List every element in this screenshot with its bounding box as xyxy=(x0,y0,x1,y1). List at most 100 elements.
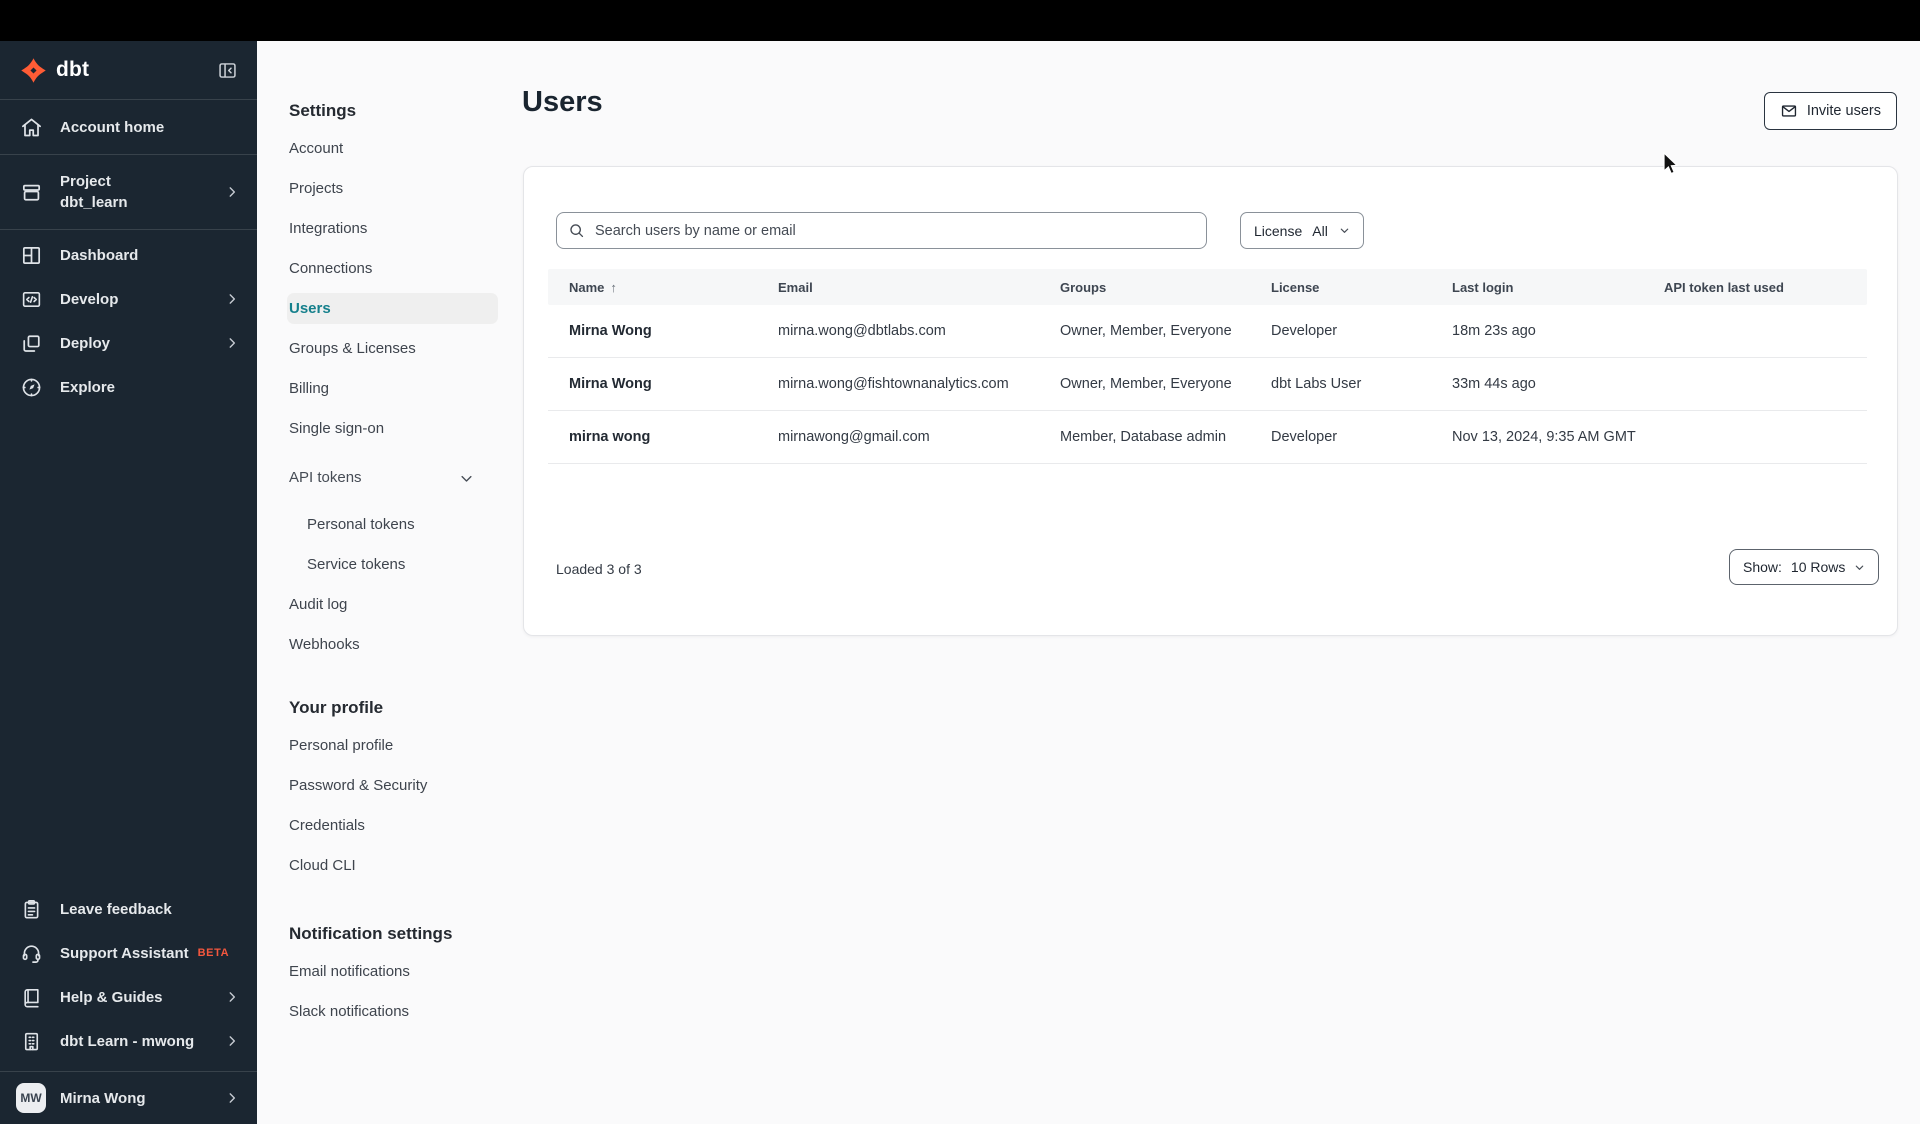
dbt-logo-icon xyxy=(21,57,46,83)
settings-item-api-tokens[interactable]: API tokens xyxy=(287,458,498,498)
sidebar-item-label: Project xyxy=(60,172,111,190)
cell-license: dbt Labs User xyxy=(1271,376,1362,392)
column-header-last-login[interactable]: Last login xyxy=(1452,279,1514,295)
notification-settings-heading: Notification settings xyxy=(289,924,453,943)
develop-code-icon xyxy=(20,288,43,311)
chevron-right-icon xyxy=(225,185,239,199)
chevron-right-icon xyxy=(225,990,239,1004)
chevron-right-icon xyxy=(225,1034,239,1048)
settings-item-integrations[interactable]: Integrations xyxy=(289,220,368,237)
settings-item-credentials[interactable]: Credentials xyxy=(289,817,365,834)
settings-item-cloud-cli[interactable]: Cloud CLI xyxy=(289,857,356,874)
settings-item-service-tokens[interactable]: Service tokens xyxy=(307,556,406,573)
invite-users-button[interactable]: Invite users xyxy=(1763,92,1897,130)
sidebar-item-label: Leave feedback xyxy=(60,900,172,918)
settings-item-personal-tokens[interactable]: Personal tokens xyxy=(307,516,415,533)
user-menu[interactable]: MW Mirna Wong xyxy=(0,1072,257,1124)
sidebar-item-deploy[interactable]: Deploy xyxy=(0,321,257,365)
column-header-email[interactable]: Email xyxy=(778,279,813,295)
settings-item-webhooks[interactable]: Webhooks xyxy=(289,636,360,653)
beta-badge: BETA xyxy=(197,947,230,959)
cell-name: Mirna Wong xyxy=(569,323,652,339)
chevron-right-icon xyxy=(225,1091,239,1105)
column-header-api-token[interactable]: API token last used xyxy=(1664,279,1784,295)
sidebar-item-label: Account home xyxy=(60,118,165,136)
sidebar-item-dbt-learn-account[interactable]: dbt Learn - mwong xyxy=(0,1019,257,1063)
book-icon xyxy=(20,986,43,1009)
sidebar-item-label: Support Assistant xyxy=(60,944,189,962)
settings-nav: Settings Account Projects Integrations C… xyxy=(257,41,523,1032)
sidebar-item-project[interactable]: Project dbt_learn xyxy=(0,155,257,229)
chevron-down-icon xyxy=(459,471,474,486)
table-row[interactable]: mirna wong mirnawong@gmail.com Member, D… xyxy=(548,411,1867,464)
project-icon xyxy=(20,181,43,204)
cell-license: Developer xyxy=(1271,323,1338,339)
settings-item-slack-notifications[interactable]: Slack notifications xyxy=(289,1003,410,1020)
envelope-icon xyxy=(1780,102,1798,120)
sidebar-item-support-assistant[interactable]: Support Assistant BETA xyxy=(0,931,257,975)
primary-sidebar: dbt Account home Project dbt_learn xyxy=(0,41,257,1124)
settings-item-password-security[interactable]: Password & Security xyxy=(289,777,428,794)
settings-item-projects[interactable]: Projects xyxy=(289,180,344,197)
search-icon xyxy=(568,222,585,239)
sidebar-item-account-home[interactable]: Account home xyxy=(0,100,257,154)
cell-last-login: Nov 13, 2024, 9:35 AM GMT xyxy=(1452,429,1636,445)
sidebar-item-label: Develop xyxy=(60,290,119,308)
invite-users-label: Invite users xyxy=(1806,103,1881,119)
sidebar-item-label: Help & Guides xyxy=(60,988,163,1006)
chevron-right-icon xyxy=(225,336,239,350)
license-filter-dropdown[interactable]: License All xyxy=(1240,212,1364,249)
home-icon xyxy=(20,116,43,139)
column-header-license[interactable]: License xyxy=(1271,279,1320,295)
settings-item-connections[interactable]: Connections xyxy=(289,260,373,277)
sidebar-item-explore[interactable]: Explore xyxy=(0,365,257,409)
logo-row: dbt xyxy=(0,41,257,99)
cell-email: mirna.wong@fishtownanalytics.com xyxy=(778,376,1009,392)
chevron-down-icon xyxy=(1339,225,1350,236)
column-header-name[interactable]: Name ↑ xyxy=(569,279,617,295)
rows-per-page-dropdown[interactable]: Show: 10 Rows xyxy=(1729,549,1880,585)
cell-email: mirnawong@gmail.com xyxy=(778,429,930,445)
license-filter-value: All xyxy=(1312,222,1328,239)
settings-item-account[interactable]: Account xyxy=(289,140,344,157)
divider xyxy=(0,1071,257,1072)
table-header-row: Name ↑ Email Groups License Last login AP… xyxy=(548,269,1867,305)
api-tokens-label: API tokens xyxy=(289,469,362,486)
table-row[interactable]: Mirna Wong mirna.wong@dbtlabs.com Owner,… xyxy=(548,305,1867,358)
top-black-bar xyxy=(0,0,1920,41)
table-row[interactable]: Mirna Wong mirna.wong@fishtownanalytics.… xyxy=(548,358,1867,411)
settings-item-groups-licenses[interactable]: Groups & Licenses xyxy=(289,340,416,357)
settings-item-personal-profile[interactable]: Personal profile xyxy=(289,737,394,754)
logo-text: dbt xyxy=(56,58,90,81)
license-filter-label: License xyxy=(1254,222,1303,239)
sidebar-item-leave-feedback[interactable]: Leave feedback xyxy=(0,887,257,931)
settings-item-users[interactable]: Users xyxy=(287,293,498,324)
divider xyxy=(0,229,257,230)
chevron-down-icon xyxy=(1854,562,1865,573)
settings-item-email-notifications[interactable]: Email notifications xyxy=(289,963,410,980)
sort-ascending-icon: ↑ xyxy=(610,279,617,295)
show-label: Show: xyxy=(1743,559,1782,575)
settings-item-audit-log[interactable]: Audit log xyxy=(289,596,348,613)
cell-last-login: 18m 23s ago xyxy=(1452,323,1536,339)
column-header-groups[interactable]: Groups xyxy=(1060,279,1107,295)
sidebar-item-help-guides[interactable]: Help & Guides xyxy=(0,975,257,1019)
page-title: Users xyxy=(522,86,603,118)
cell-groups: Owner, Member, Everyone xyxy=(1060,323,1232,339)
search-users-input[interactable] xyxy=(556,212,1207,249)
sidebar-item-develop[interactable]: Develop xyxy=(0,277,257,321)
sidebar-item-label: Deploy xyxy=(60,334,111,352)
show-value: 10 Rows xyxy=(1790,559,1846,575)
dashboard-icon xyxy=(20,244,43,267)
cell-groups: Member, Database admin xyxy=(1060,429,1227,445)
user-name: Mirna Wong xyxy=(60,1089,146,1107)
cell-license: Developer xyxy=(1271,429,1338,445)
settings-item-billing[interactable]: Billing xyxy=(289,380,330,397)
sidebar-item-dashboard[interactable]: Dashboard xyxy=(0,233,257,277)
cell-last-login: 33m 44s ago xyxy=(1452,376,1536,392)
sidebar-item-label: Explore xyxy=(60,378,116,396)
avatar: MW xyxy=(16,1083,46,1113)
collapse-sidebar-icon[interactable] xyxy=(215,58,239,82)
settings-item-single-sign-on[interactable]: Single sign-on xyxy=(289,420,385,437)
sidebar-item-label: Dashboard xyxy=(60,246,139,264)
